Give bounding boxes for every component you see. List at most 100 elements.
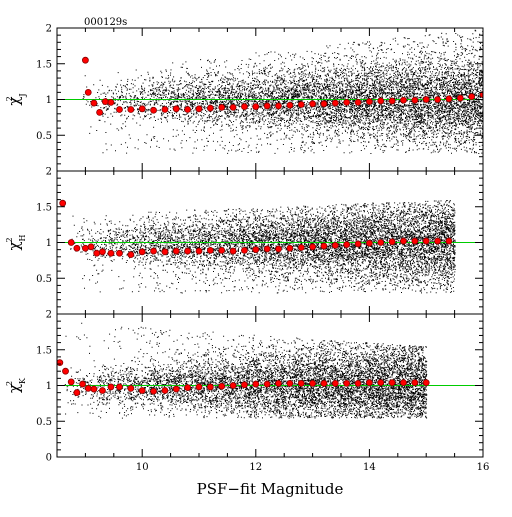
median-point	[229, 103, 237, 111]
median-point	[320, 100, 328, 108]
median-point	[468, 93, 476, 101]
x-tick-label: 16	[477, 462, 490, 473]
median-point	[354, 98, 362, 106]
median-point	[229, 247, 237, 255]
median-point	[275, 245, 282, 253]
x-tick-label: 14	[363, 462, 376, 473]
median-point	[93, 249, 101, 257]
median-point	[218, 246, 226, 254]
median-point	[84, 88, 92, 96]
median-point	[365, 98, 373, 106]
median-point	[309, 243, 317, 251]
median-point	[195, 383, 203, 391]
median-point	[388, 238, 396, 246]
median-point	[343, 379, 351, 387]
median-point	[67, 378, 75, 386]
median-point	[422, 379, 430, 387]
median-point	[107, 98, 115, 106]
median-point	[90, 385, 98, 393]
y-tick-label: 1	[46, 238, 52, 249]
median-point	[206, 246, 214, 254]
median-point	[229, 382, 237, 389]
median-point	[377, 97, 385, 105]
median-point	[184, 384, 192, 392]
panel-j: 0.5 1 1.5 2 χJ2	[5, 24, 484, 172]
median-point	[184, 106, 192, 113]
median-point	[62, 367, 69, 375]
y-axis-title: χJ2	[5, 93, 27, 105]
median-point	[150, 106, 157, 114]
median-series	[57, 359, 430, 397]
median-point	[297, 244, 305, 251]
median-point	[107, 383, 115, 391]
median-point	[252, 380, 260, 388]
median-point	[161, 106, 169, 113]
median-point	[422, 237, 430, 245]
median-point	[331, 379, 339, 387]
median-point	[377, 379, 385, 387]
scatter-cloud-h	[70, 200, 456, 294]
median-point	[456, 94, 464, 102]
median-point	[138, 387, 146, 394]
median-point	[343, 98, 351, 106]
y-tick-label: 1.5	[36, 202, 52, 213]
median-point	[161, 387, 169, 394]
median-point	[127, 384, 135, 392]
median-point	[82, 56, 89, 64]
median-point	[377, 239, 385, 246]
median-point	[411, 237, 419, 245]
median-point	[241, 381, 248, 389]
median-point	[365, 379, 373, 387]
median-point	[479, 91, 483, 98]
median-point	[354, 379, 362, 387]
x-tick-label: 10	[136, 462, 149, 473]
median-point	[286, 101, 294, 109]
panel-h: 0.5 1 1.5 2 χH2	[5, 167, 484, 315]
median-point	[320, 379, 328, 387]
x-tick-label: 12	[249, 462, 262, 473]
scatter-points	[64, 322, 428, 419]
median-point	[275, 379, 282, 387]
median-point	[343, 241, 351, 249]
y-tick-label: 2	[46, 24, 52, 35]
median-point	[434, 237, 441, 245]
median-point	[161, 248, 169, 256]
y-tick-label: 0.5	[36, 417, 52, 428]
median-point	[150, 387, 157, 395]
median-point	[331, 99, 339, 107]
median-point	[388, 379, 396, 387]
median-point	[241, 246, 248, 254]
median-point	[184, 247, 192, 255]
median-point	[400, 379, 407, 387]
y-tick-label: 1.5	[36, 59, 52, 70]
median-point	[309, 379, 317, 387]
median-point	[400, 237, 407, 245]
median-point	[400, 96, 407, 104]
median-point	[297, 101, 305, 108]
median-point	[73, 389, 81, 397]
median-point	[172, 385, 180, 393]
median-point	[206, 383, 214, 391]
median-series	[59, 199, 453, 259]
median-point	[388, 97, 396, 105]
scatter-points	[82, 28, 483, 154]
median-point	[172, 105, 180, 113]
median-point	[79, 380, 86, 388]
median-point	[116, 249, 123, 257]
y-tick-label: 1.5	[36, 345, 52, 356]
median-point	[84, 384, 92, 392]
median-point	[320, 242, 328, 250]
median-point	[286, 244, 294, 252]
median-point	[101, 98, 109, 106]
x-axis-title: PSF−fit Magnitude	[197, 480, 344, 498]
median-point	[127, 106, 135, 113]
y-tick-label: 1	[46, 381, 52, 392]
y-tick-label: 2	[46, 167, 52, 178]
frame-tag: 000129s	[84, 17, 127, 28]
median-point	[127, 251, 135, 259]
scatter-cloud-k	[64, 322, 428, 419]
median-point	[252, 103, 260, 111]
median-point	[138, 105, 146, 113]
